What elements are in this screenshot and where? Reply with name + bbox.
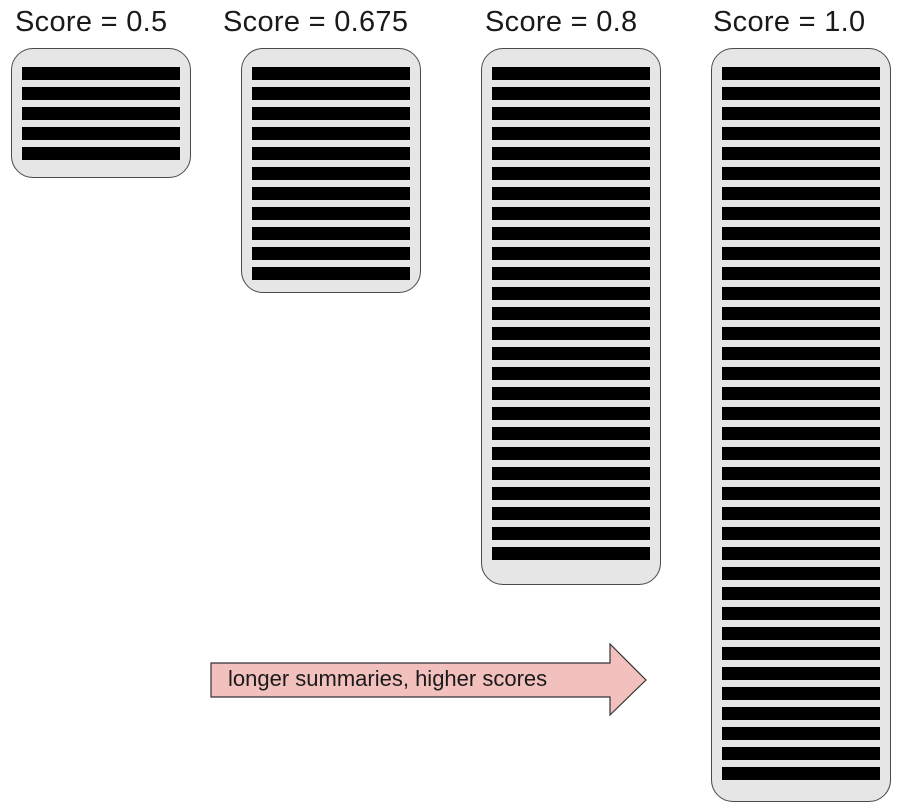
summary-line bbox=[722, 87, 880, 100]
summary-line bbox=[22, 127, 180, 140]
summary-line bbox=[492, 487, 650, 500]
summary-line bbox=[722, 767, 880, 780]
summary-line bbox=[722, 567, 880, 580]
summary-line bbox=[252, 167, 410, 180]
summary-line bbox=[722, 347, 880, 360]
summary-line bbox=[252, 247, 410, 260]
summary-line bbox=[252, 267, 410, 280]
summary-line bbox=[722, 227, 880, 240]
summary-line bbox=[722, 387, 880, 400]
summary-line bbox=[492, 147, 650, 160]
summary-line bbox=[252, 187, 410, 200]
direction-arrow: longer summaries, higher scores bbox=[210, 643, 650, 717]
summary-line bbox=[22, 107, 180, 120]
summary-line bbox=[492, 227, 650, 240]
summary-line bbox=[492, 387, 650, 400]
score-label-1: Score = 0.675 bbox=[223, 6, 409, 38]
score-label-3: Score = 1.0 bbox=[713, 6, 866, 38]
summary-line bbox=[492, 287, 650, 300]
summary-line bbox=[492, 167, 650, 180]
summary-line bbox=[492, 327, 650, 340]
summary-card-1 bbox=[241, 48, 421, 293]
summary-line bbox=[252, 227, 410, 240]
summary-line bbox=[722, 107, 880, 120]
summary-line bbox=[722, 547, 880, 560]
summary-line bbox=[722, 127, 880, 140]
summary-line bbox=[722, 607, 880, 620]
summary-line bbox=[722, 627, 880, 640]
summary-line bbox=[492, 527, 650, 540]
summary-line bbox=[252, 107, 410, 120]
summary-line bbox=[722, 307, 880, 320]
summary-line bbox=[722, 647, 880, 660]
summary-line bbox=[722, 247, 880, 260]
score-label-2: Score = 0.8 bbox=[485, 6, 638, 38]
summary-line bbox=[722, 267, 880, 280]
summary-line bbox=[252, 87, 410, 100]
summary-line bbox=[722, 427, 880, 440]
summary-line bbox=[492, 247, 650, 260]
summary-line bbox=[252, 127, 410, 140]
summary-line bbox=[492, 547, 650, 560]
summary-line bbox=[252, 147, 410, 160]
summary-line bbox=[722, 207, 880, 220]
summary-line bbox=[492, 187, 650, 200]
summary-line bbox=[722, 167, 880, 180]
summary-line bbox=[22, 87, 180, 100]
summary-line bbox=[722, 467, 880, 480]
summary-line bbox=[252, 67, 410, 80]
summary-line bbox=[492, 67, 650, 80]
summary-line bbox=[492, 367, 650, 380]
summary-line bbox=[492, 407, 650, 420]
summary-line bbox=[492, 87, 650, 100]
summary-line bbox=[492, 107, 650, 120]
summary-line bbox=[722, 407, 880, 420]
summary-line bbox=[722, 687, 880, 700]
arrow-label: longer summaries, higher scores bbox=[228, 666, 548, 691]
summary-line bbox=[722, 507, 880, 520]
summary-card-2 bbox=[481, 48, 661, 585]
summary-line bbox=[252, 207, 410, 220]
summary-line bbox=[722, 527, 880, 540]
score-label-0: Score = 0.5 bbox=[15, 6, 168, 38]
summary-line bbox=[492, 207, 650, 220]
summary-line bbox=[492, 447, 650, 460]
summary-line bbox=[722, 667, 880, 680]
summary-line bbox=[722, 747, 880, 760]
summary-line bbox=[492, 267, 650, 280]
summary-line bbox=[722, 727, 880, 740]
summary-line bbox=[722, 327, 880, 340]
summary-card-3 bbox=[711, 48, 891, 802]
summary-line bbox=[722, 67, 880, 80]
summary-line bbox=[722, 147, 880, 160]
summary-line bbox=[492, 307, 650, 320]
summary-line bbox=[722, 287, 880, 300]
summary-line bbox=[722, 487, 880, 500]
summary-line bbox=[492, 507, 650, 520]
summary-line bbox=[722, 707, 880, 720]
arrow-shape-icon bbox=[210, 643, 647, 717]
summary-line bbox=[492, 347, 650, 360]
summary-line bbox=[722, 447, 880, 460]
summary-line bbox=[22, 67, 180, 80]
summary-line bbox=[492, 467, 650, 480]
summary-line bbox=[722, 367, 880, 380]
summary-line bbox=[722, 587, 880, 600]
summary-line bbox=[22, 147, 180, 160]
summary-line bbox=[722, 187, 880, 200]
summary-card-0 bbox=[11, 48, 191, 178]
summary-line bbox=[492, 127, 650, 140]
summary-line bbox=[492, 427, 650, 440]
